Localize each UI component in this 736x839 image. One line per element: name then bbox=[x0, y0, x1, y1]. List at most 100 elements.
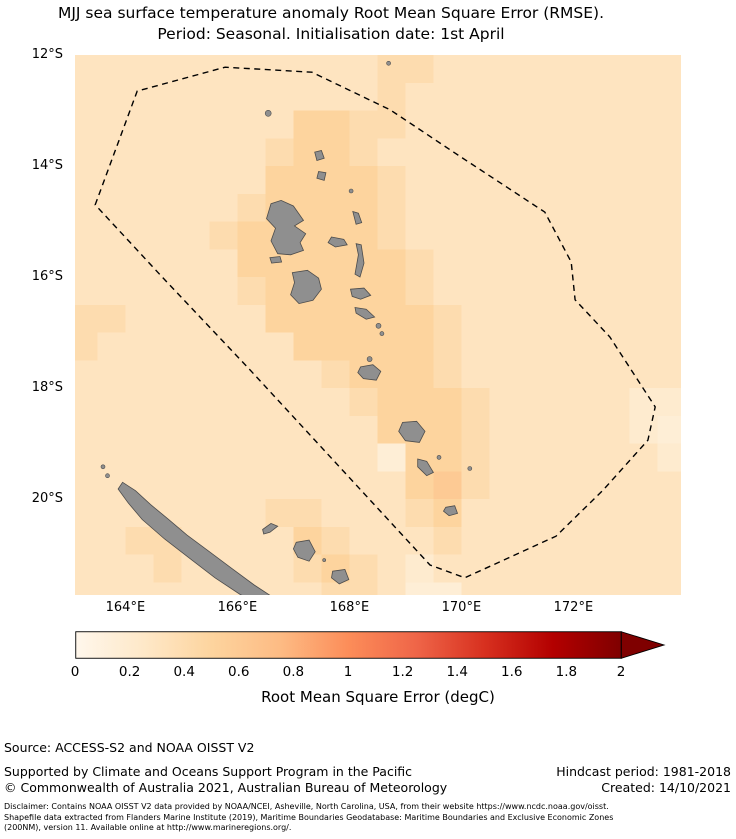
rmse-cell bbox=[573, 304, 602, 334]
rmse-cell bbox=[75, 554, 98, 583]
rmse-cell bbox=[573, 499, 602, 528]
rmse-cell bbox=[433, 415, 462, 445]
copyright-text: © Commonwealth of Australia 2021, Austra… bbox=[4, 780, 448, 795]
rmse-cell bbox=[405, 332, 434, 361]
rmse-cell bbox=[209, 110, 238, 139]
rmse-cell bbox=[657, 221, 681, 250]
rmse-cell bbox=[601, 499, 630, 528]
rmse-cell bbox=[601, 221, 630, 250]
rmse-cell bbox=[377, 443, 406, 472]
rmse-cell bbox=[601, 277, 630, 306]
rmse-cell bbox=[433, 166, 462, 195]
rmse-cell bbox=[125, 221, 154, 250]
rmse-cell bbox=[601, 193, 630, 223]
disclaimer-line-2: Shapefile data extracted from Flanders M… bbox=[4, 812, 614, 822]
rmse-cell bbox=[461, 55, 490, 84]
rmse-cell bbox=[517, 443, 546, 472]
rmse-cell bbox=[433, 110, 462, 139]
colorbar-tick-label: 1.4 bbox=[446, 664, 468, 680]
rmse-cell bbox=[321, 166, 350, 195]
rmse-cell bbox=[377, 471, 406, 500]
rmse-cell bbox=[75, 388, 98, 417]
rmse-cell bbox=[517, 277, 546, 306]
rmse-cell bbox=[629, 110, 658, 139]
rmse-cell bbox=[321, 415, 350, 445]
rmse-cell bbox=[75, 193, 98, 223]
rmse-cell bbox=[377, 110, 406, 139]
lon-tick-label: 170°E bbox=[441, 600, 482, 615]
rmse-cell bbox=[153, 110, 182, 139]
rmse-cell bbox=[657, 499, 681, 528]
rmse-cell bbox=[209, 277, 238, 306]
rmse-cell bbox=[125, 55, 154, 84]
rmse-cell bbox=[153, 443, 182, 472]
island-tanna bbox=[417, 458, 434, 477]
rmse-cell bbox=[265, 471, 294, 500]
rmse-cell bbox=[629, 554, 658, 583]
rmse-cell bbox=[517, 193, 546, 223]
rmse-cell bbox=[433, 277, 462, 306]
rmse-cell bbox=[321, 332, 350, 361]
rmse-cell bbox=[405, 55, 434, 84]
rmse-cell bbox=[405, 110, 434, 139]
colorbar-tick-label: 1.6 bbox=[501, 664, 523, 680]
rmse-cell bbox=[321, 360, 350, 389]
rmse-cell bbox=[75, 166, 98, 195]
rmse-cell bbox=[517, 304, 546, 334]
rmse-cell bbox=[237, 332, 266, 361]
rmse-cell bbox=[237, 249, 266, 278]
rmse-cell bbox=[97, 554, 126, 583]
rmse-cell bbox=[97, 249, 126, 278]
rmse-cell bbox=[153, 55, 182, 84]
rmse-cell bbox=[321, 277, 350, 306]
rmse-cell bbox=[461, 110, 490, 139]
rmse-cell bbox=[657, 304, 681, 334]
rmse-cell bbox=[573, 138, 602, 167]
rmse-cell bbox=[433, 221, 462, 250]
rmse-cell bbox=[293, 499, 322, 528]
rmse-cell bbox=[629, 277, 658, 306]
colorbar-tick-label: 0 bbox=[70, 664, 80, 680]
rmse-cell bbox=[657, 193, 681, 223]
colorbar-tick-label: 1 bbox=[343, 664, 353, 680]
rmse-cell bbox=[181, 138, 210, 167]
rmse-cell bbox=[181, 221, 210, 250]
rmse-cell bbox=[181, 443, 210, 472]
rmse-cell bbox=[181, 277, 210, 306]
disclaimer-line-1: Disclaimer: Contains NOAA OISST V2 data … bbox=[4, 802, 609, 811]
rmse-cell bbox=[405, 249, 434, 278]
rmse-cell bbox=[293, 443, 322, 472]
rmse-cell bbox=[75, 443, 98, 472]
islet-belep-2 bbox=[105, 473, 110, 479]
rmse-cell bbox=[209, 193, 238, 223]
rmse-cell bbox=[433, 388, 462, 417]
rmse-cell bbox=[97, 499, 126, 528]
island-erromango bbox=[398, 420, 426, 443]
rmse-cell bbox=[237, 166, 266, 195]
rmse-cell bbox=[405, 554, 434, 583]
rmse-cell bbox=[517, 249, 546, 278]
rmse-cell bbox=[405, 221, 434, 250]
rmse-cell bbox=[657, 471, 681, 500]
rmse-cell bbox=[75, 249, 98, 278]
rmse-cell bbox=[237, 471, 266, 500]
rmse-cell bbox=[657, 360, 681, 389]
rmse-cell bbox=[461, 193, 490, 223]
rmse-cell bbox=[433, 554, 462, 583]
rmse-cell bbox=[657, 110, 681, 139]
rmse-cell bbox=[573, 82, 602, 112]
lon-tick-label: 166°E bbox=[217, 600, 258, 615]
rmse-cell bbox=[629, 221, 658, 250]
rmse-cell bbox=[489, 526, 518, 556]
rmse-cell bbox=[321, 304, 350, 334]
rmse-cell bbox=[209, 138, 238, 167]
rmse-cell bbox=[153, 193, 182, 223]
rmse-cell bbox=[293, 582, 322, 595]
rmse-cell bbox=[75, 55, 98, 84]
disclaimer: Disclaimer: Contains NOAA OISST V2 data … bbox=[4, 802, 734, 834]
map-svg bbox=[75, 55, 681, 595]
rmse-cell bbox=[349, 193, 378, 223]
rmse-cell bbox=[545, 82, 574, 112]
rmse-cell bbox=[181, 110, 210, 139]
